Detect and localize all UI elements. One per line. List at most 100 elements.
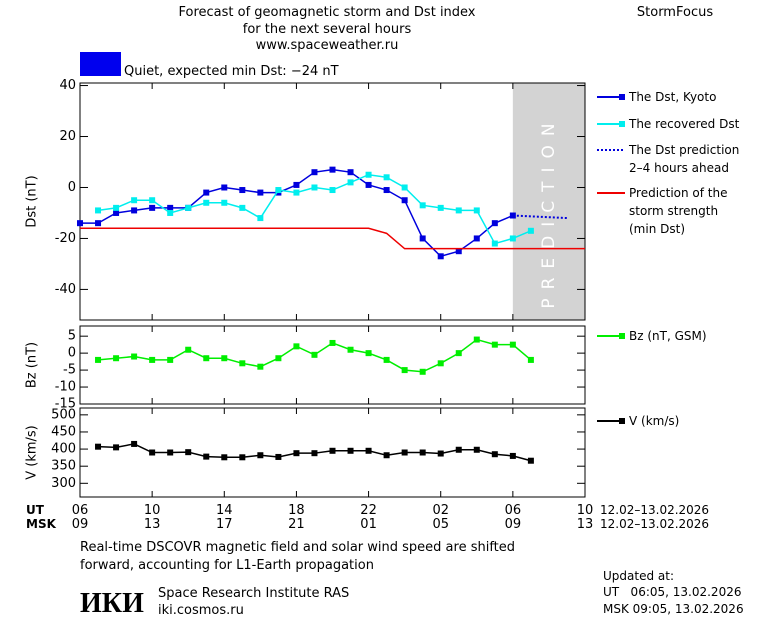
data-point <box>257 452 264 459</box>
y-tick-label: -40 <box>55 282 76 297</box>
data-point <box>239 204 246 211</box>
x-tick-label-msk: 21 <box>288 517 305 532</box>
data-point <box>365 181 372 188</box>
x-tick-label: 10 <box>144 503 161 518</box>
status-text: Quiet, expected min Dst: −24 nT <box>124 64 339 79</box>
data-point <box>383 174 390 181</box>
data-point <box>95 356 102 363</box>
x-tick-label: 18 <box>288 503 305 518</box>
legend-marker <box>619 121 625 127</box>
data-point <box>437 204 444 211</box>
data-point <box>329 447 336 454</box>
data-point <box>473 235 480 242</box>
data-point <box>131 353 138 360</box>
data-point <box>293 189 300 196</box>
data-point <box>329 166 336 173</box>
ut-label: UT <box>26 503 45 517</box>
data-point <box>473 446 480 453</box>
title-line: for the next several hours <box>243 22 412 37</box>
x-tick-label: 06 <box>72 503 89 518</box>
data-point <box>347 179 354 186</box>
data-point <box>329 187 336 194</box>
x-tick-label-msk: 09 <box>72 517 89 532</box>
data-point <box>149 356 156 363</box>
data-point <box>113 355 120 362</box>
y-tick-label: -10 <box>55 380 76 395</box>
data-point <box>437 253 444 260</box>
legend-label: Bz (nT, GSM) <box>629 329 707 343</box>
data-point <box>203 453 210 460</box>
msk-label: MSK <box>26 517 57 531</box>
data-point <box>383 452 390 459</box>
y-axis-label: Bz (nT) <box>25 342 40 388</box>
data-point <box>311 169 318 176</box>
data-point <box>203 199 210 206</box>
data-point <box>95 443 102 450</box>
data-point <box>383 356 390 363</box>
data-point <box>365 447 372 454</box>
data-point <box>455 248 462 255</box>
data-point <box>167 209 174 216</box>
data-point <box>95 207 102 214</box>
legend-marker <box>619 94 625 100</box>
brand: StormFocus <box>637 5 713 20</box>
data-point <box>185 204 192 211</box>
data-point <box>455 350 462 357</box>
y-tick-label: -5 <box>63 363 76 378</box>
data-point <box>365 350 372 357</box>
institute: Space Research Institute RAS <box>158 586 349 601</box>
data-point <box>527 227 534 234</box>
data-point <box>347 447 354 454</box>
x-tick-label-msk: 09 <box>505 517 522 532</box>
data-point <box>167 356 174 363</box>
data-point <box>311 351 318 358</box>
x-tick-label: 02 <box>432 503 449 518</box>
data-point <box>509 452 516 459</box>
y-tick-label: 350 <box>51 459 76 474</box>
data-point <box>401 367 408 374</box>
y-tick-label: 0 <box>68 180 76 195</box>
y-tick-label: 20 <box>59 129 76 144</box>
data-point <box>365 171 372 178</box>
title-line: www.spaceweather.ru <box>256 38 399 53</box>
data-point <box>401 449 408 456</box>
data-point <box>311 450 318 457</box>
ut-dates: 12.02–13.02.2026 <box>600 503 709 517</box>
data-point <box>221 184 228 191</box>
data-point <box>113 204 120 211</box>
data-point <box>275 453 282 460</box>
legend-marker <box>619 333 625 339</box>
legend-label: V (km/s) <box>629 414 680 428</box>
data-point <box>167 449 174 456</box>
data-point <box>185 346 192 353</box>
y-tick-label: -20 <box>55 231 76 246</box>
data-point <box>527 356 534 363</box>
data-point <box>239 454 246 461</box>
data-point <box>113 444 120 451</box>
data-point <box>527 457 534 464</box>
data-point <box>203 355 210 362</box>
data-point <box>293 450 300 457</box>
legend-marker <box>619 418 625 424</box>
data-point <box>401 184 408 191</box>
data-point <box>239 187 246 194</box>
data-point <box>221 355 228 362</box>
data-point <box>419 368 426 375</box>
logo: ИКИ <box>80 588 144 619</box>
plot-frame <box>79 82 586 321</box>
data-point <box>275 187 282 194</box>
data-point <box>77 220 83 227</box>
data-point <box>455 207 462 214</box>
updated-label: Updated at: <box>603 569 674 583</box>
data-point <box>473 336 480 343</box>
prediction-label: PREDICTION <box>539 114 559 308</box>
y-tick-label: 300 <box>51 476 76 491</box>
data-point <box>293 181 300 188</box>
data-point <box>311 184 318 191</box>
data-point <box>419 202 426 209</box>
data-point <box>401 197 408 204</box>
data-point <box>473 207 480 214</box>
x-tick-label-msk: 17 <box>216 517 233 532</box>
data-point <box>185 449 192 456</box>
